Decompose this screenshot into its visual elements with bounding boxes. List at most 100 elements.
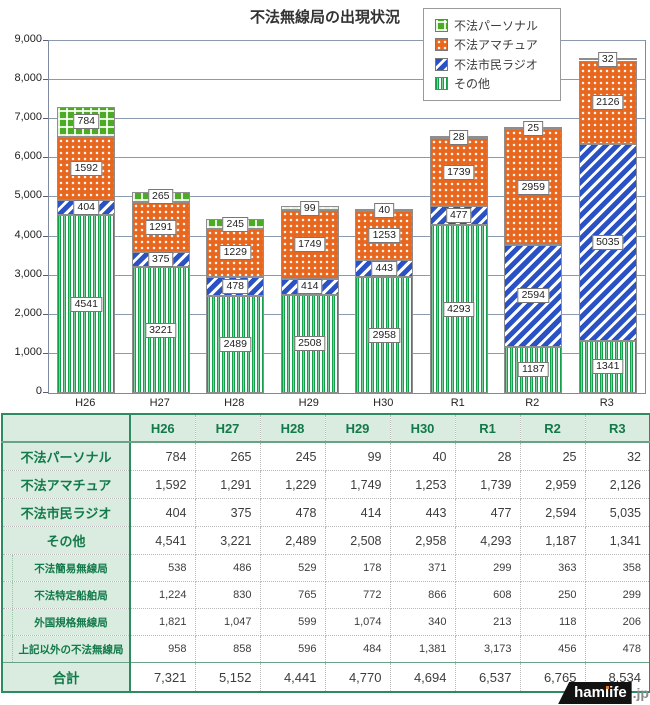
bar-value-label: 3221 [145, 322, 177, 338]
value-cell: 5,152 [194, 662, 261, 693]
bar-value-label: 4293 [443, 301, 475, 317]
bar-segment [131, 267, 190, 393]
bar-value-label: 5035 [592, 234, 624, 250]
row-label: 不法特定船舶局 [1, 581, 131, 609]
y-axis-label: 1,000 [14, 345, 42, 358]
value-cell: 5,035 [584, 498, 650, 527]
value-cell: 404 [129, 498, 196, 527]
value-cell: 784 [129, 441, 196, 471]
y-axis-label: 2,000 [14, 306, 42, 319]
bar-value-label: 2959 [517, 179, 549, 195]
value-cell: 2,508 [324, 526, 391, 555]
value-cell: 2,959 [519, 470, 586, 499]
value-cell: 2,958 [389, 526, 456, 555]
table-row: 不法アマチュア 1,592 1,291 1,229 1,749 1,253 1,739 2,9… [1, 470, 650, 499]
value-cell: 178 [324, 554, 391, 582]
row-label: 不法簡易無線局 [1, 554, 131, 582]
value-cell: 375 [194, 498, 261, 527]
y-axis-label: 6,000 [14, 150, 42, 163]
value-cell: 1,229 [259, 470, 326, 499]
row-label: 不法市民ラジオ [1, 498, 131, 527]
gridline [49, 274, 645, 276]
bar-value-label: 375 [147, 252, 174, 268]
table-header-cell: H26 [129, 413, 196, 443]
value-cell: 206 [584, 608, 650, 636]
value-cell: 596 [259, 635, 326, 663]
table-header-row: H26 H27 H28 H29 H30 R1 R2 R3 [1, 413, 650, 443]
bar-value-label: 4541 [70, 296, 102, 312]
bar-segment [57, 106, 116, 138]
chart-title: 不法無線局の出現状況 [249, 9, 400, 26]
value-cell: 118 [519, 608, 586, 636]
value-cell: 363 [519, 554, 586, 582]
table-header-cell: R2 [519, 413, 586, 443]
table-header-cell: H27 [194, 413, 261, 443]
value-cell: 958 [129, 635, 196, 663]
bar-value-label: 1592 [70, 160, 102, 176]
data-table: H26 H27 H28 H29 H30 R1 R2 R3 不法パーソナル 784 265 245 99 4… [1, 413, 650, 693]
y-axis-label: 0 [35, 385, 42, 397]
value-cell: 866 [389, 581, 456, 609]
y-axis-label: 9,000 [14, 33, 42, 45]
value-cell: 358 [584, 554, 650, 582]
value-cell: 456 [519, 635, 586, 663]
value-cell: 1,341 [584, 526, 650, 555]
row-label: 上記以外の不法無線局 [1, 635, 131, 663]
y-axis-tick [43, 235, 48, 237]
x-axis-label: H28 [224, 397, 245, 409]
bar-value-label: 265 [147, 189, 174, 205]
table-row: 上記以外の不法無線局 958 858 596 484 1,381 3,173 456 478 [1, 635, 650, 663]
green-vertical-stripes-swatch-icon [435, 76, 448, 90]
value-cell: 1,749 [324, 470, 391, 499]
row-label: 不法パーソナル [1, 441, 131, 471]
x-axis-label: H29 [298, 397, 319, 409]
gridline [49, 118, 645, 120]
value-cell: 477 [454, 498, 521, 527]
bar-value-label: 414 [296, 279, 323, 295]
x-axis-label: H30 [373, 397, 394, 409]
y-axis-tick [43, 40, 48, 41]
table-row: 不法簡易無線局 538 486 529 178 371 299 363 358 [1, 554, 650, 582]
value-cell: 1,291 [194, 470, 261, 499]
table-corner-cell [1, 413, 131, 443]
row-label-inner: 上記以外の不法無線局 [12, 636, 128, 662]
green-plaid-swatch-icon [435, 19, 448, 32]
bar-value-label: 245 [222, 216, 249, 232]
y-axis-tick [43, 274, 48, 276]
value-cell: 414 [324, 498, 391, 527]
legend: 不法パーソナル 不法アマチュア 不法市民ラジオ その他 [423, 8, 561, 101]
value-cell: 538 [129, 554, 196, 582]
value-cell: 765 [259, 581, 326, 609]
value-cell: 478 [259, 498, 326, 527]
y-axis-label: 4,000 [14, 228, 42, 241]
x-axis-label: R2 [525, 397, 540, 409]
value-cell: 1,047 [194, 608, 261, 636]
logo-i-dot [605, 686, 609, 689]
gridline [49, 157, 645, 159]
bar-value-label: 1341 [592, 359, 624, 375]
value-cell: 99 [324, 441, 391, 471]
value-cell: 4,293 [454, 526, 521, 555]
row-label: その他 [1, 526, 131, 555]
legend-item: 不法アマチュア [435, 36, 556, 53]
gridline [49, 79, 645, 81]
table-row: 不法特定船舶局 1,224 830 765 772 866 608 250 299 [1, 581, 650, 609]
table-header-cell: H29 [324, 413, 391, 443]
value-cell: 830 [194, 581, 261, 609]
legend-label: 不法パーソナル [454, 19, 539, 33]
value-cell: 443 [389, 498, 456, 527]
value-cell: 772 [324, 581, 391, 609]
bar-value-label: 2594 [517, 288, 549, 304]
y-axis-tick [43, 118, 48, 120]
value-cell: 529 [259, 554, 326, 582]
bar-value-label: 2958 [368, 327, 400, 343]
bar-value-label: 1187 [517, 362, 549, 378]
value-cell: 484 [324, 635, 391, 663]
y-axis-tick [43, 352, 48, 354]
value-cell: 32 [584, 441, 650, 471]
bar-value-label: 28 [448, 130, 469, 146]
value-cell: 2,126 [584, 470, 650, 499]
x-axis-label: R3 [599, 397, 614, 409]
bar-value-label: 443 [371, 261, 398, 277]
value-cell: 478 [584, 635, 650, 663]
